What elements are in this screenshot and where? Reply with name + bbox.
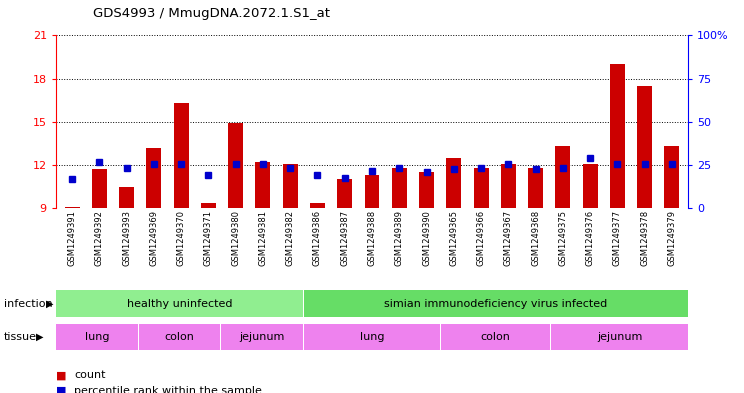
Bar [441, 324, 550, 350]
Bar [419, 172, 434, 208]
Bar [473, 168, 489, 208]
Bar [365, 175, 379, 208]
Bar [283, 163, 298, 208]
Text: GDS4993 / MmugDNA.2072.1.S1_at: GDS4993 / MmugDNA.2072.1.S1_at [93, 7, 330, 20]
Text: simian immunodeficiency virus infected: simian immunodeficiency virus infected [384, 299, 607, 309]
Bar [637, 86, 652, 208]
Bar [555, 146, 571, 208]
Text: jejunum: jejunum [597, 332, 642, 342]
Text: percentile rank within the sample: percentile rank within the sample [74, 386, 263, 393]
Bar [304, 324, 440, 350]
Bar [610, 64, 625, 208]
Bar [173, 103, 189, 208]
Text: ▶: ▶ [46, 299, 54, 309]
Bar [255, 162, 271, 208]
Bar [501, 163, 516, 208]
Text: healthy uninfected: healthy uninfected [126, 299, 232, 309]
Text: lung: lung [85, 332, 109, 342]
Bar [92, 169, 107, 208]
Bar [337, 180, 352, 208]
Text: jejunum: jejunum [240, 332, 285, 342]
Text: ■: ■ [56, 386, 66, 393]
Bar [392, 168, 407, 208]
Bar [201, 202, 216, 208]
Text: tissue: tissue [4, 332, 36, 342]
Text: infection: infection [4, 299, 52, 309]
Bar [57, 290, 303, 317]
Bar [147, 148, 161, 208]
Bar [664, 146, 679, 208]
Bar [65, 207, 80, 208]
Text: colon: colon [164, 332, 194, 342]
Bar [221, 324, 303, 350]
Bar [57, 324, 138, 350]
Text: count: count [74, 370, 106, 380]
Bar [228, 123, 243, 208]
Text: ■: ■ [56, 370, 66, 380]
Bar [119, 187, 134, 208]
Text: ▶: ▶ [36, 332, 43, 342]
Text: lung: lung [360, 332, 384, 342]
Bar [139, 324, 220, 350]
Bar [551, 324, 687, 350]
Text: colon: colon [481, 332, 510, 342]
Bar [528, 168, 543, 208]
Bar [446, 158, 461, 208]
Bar [583, 163, 597, 208]
Bar [304, 290, 687, 317]
Bar [310, 202, 325, 208]
